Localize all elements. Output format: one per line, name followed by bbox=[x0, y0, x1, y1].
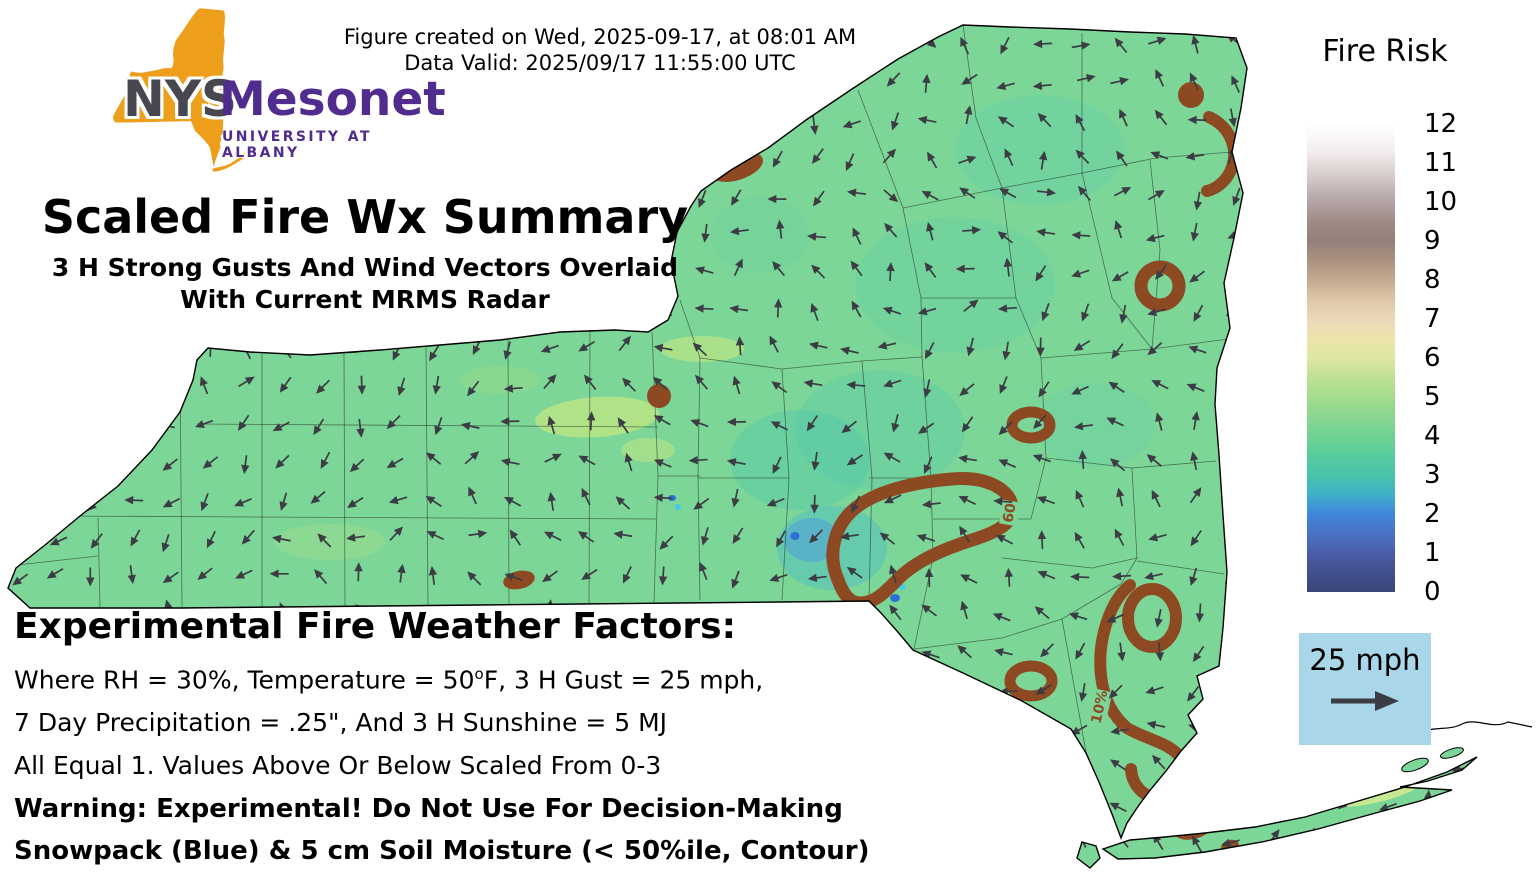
nys-mesonet-logo: NYS Mesonet UNIVERSITY AT ALBANY bbox=[25, 4, 446, 189]
offshore-islands bbox=[1401, 747, 1464, 773]
svg-text:60: 60 bbox=[1000, 502, 1019, 524]
colorbar-tick-0: 0 bbox=[1424, 577, 1441, 607]
factors-block: Experimental Fire Weather Factors: Where… bbox=[14, 606, 954, 878]
svg-text:10%: 10% bbox=[1089, 689, 1112, 725]
colorbar-tick-6: 6 bbox=[1424, 343, 1441, 373]
wind-speed-legend: 25 mph bbox=[1299, 633, 1431, 745]
logo-name: Mesonet bbox=[219, 72, 446, 127]
logo-university: UNIVERSITY AT ALBANY bbox=[222, 129, 372, 161]
subtitle-line-2: With Current MRMS Radar bbox=[180, 285, 550, 314]
figure-created-text: Figure created on Wed, 2025-09-17, at 08… bbox=[343, 25, 857, 49]
colorbar-tick-1: 1 bbox=[1424, 538, 1441, 568]
warning-line-2: Snowpack (Blue) & 5 cm Soil Moisture (< … bbox=[14, 836, 870, 867]
colorbar-tick-3: 3 bbox=[1424, 460, 1441, 490]
colorbar-tick-9: 9 bbox=[1424, 226, 1441, 256]
data-valid-text: Data Valid: 2025/09/17 11:55:00 UTC bbox=[404, 51, 796, 75]
wind-speed-label: 25 mph bbox=[1309, 643, 1421, 677]
colorbar-tick-2: 2 bbox=[1424, 499, 1441, 529]
figure-header: Figure created on Wed, 2025-09-17, at 08… bbox=[320, 24, 880, 76]
warning-line-1: Warning: Experimental! Do Not Use For De… bbox=[14, 794, 843, 825]
contour-label-10pct: 10% bbox=[1087, 688, 1113, 726]
colorbar-tick-4: 4 bbox=[1424, 421, 1441, 451]
fire-risk-colorbar bbox=[1307, 124, 1395, 592]
colorbar-tick-12: 12 bbox=[1424, 109, 1458, 139]
factors-line-1-post: F, 3 H Gust = 25 mph, bbox=[483, 665, 764, 695]
colorbar-title: Fire Risk bbox=[1322, 34, 1448, 69]
factors-heading: Experimental Fire Weather Factors: bbox=[14, 606, 736, 647]
page-title: Scaled Fire Wx Summary bbox=[41, 190, 689, 244]
wind-reference-arrow-icon bbox=[1331, 691, 1399, 711]
factors-line-2: 7 Day Precipitation = .25", And 3 H Suns… bbox=[14, 708, 668, 738]
subtitle-line-1: 3 H Strong Gusts And Wind Vectors Overla… bbox=[51, 253, 679, 282]
logo-acronym: NYS bbox=[123, 70, 238, 128]
contour-label-60: 60 bbox=[999, 499, 1021, 527]
degree-superscript: o bbox=[474, 665, 484, 683]
colorbar-tick-11: 11 bbox=[1424, 148, 1458, 178]
factors-line-1-pre: Where RH = 30%, Temperature = 50 bbox=[14, 665, 475, 695]
colorbar-tick-8: 8 bbox=[1424, 265, 1441, 295]
title-block: Scaled Fire Wx Summary 3 H Strong Gusts … bbox=[20, 190, 710, 316]
factors-line-3: All Equal 1. Values Above Or Below Scale… bbox=[14, 751, 662, 781]
colorbar-tick-7: 7 bbox=[1424, 304, 1441, 334]
colorbar-tick-5: 5 bbox=[1424, 382, 1441, 412]
colorbar-tick-10: 10 bbox=[1424, 187, 1458, 217]
factors-line-1: Where RH = 30%, Temperature = 50oF, 3 H … bbox=[14, 665, 954, 694]
